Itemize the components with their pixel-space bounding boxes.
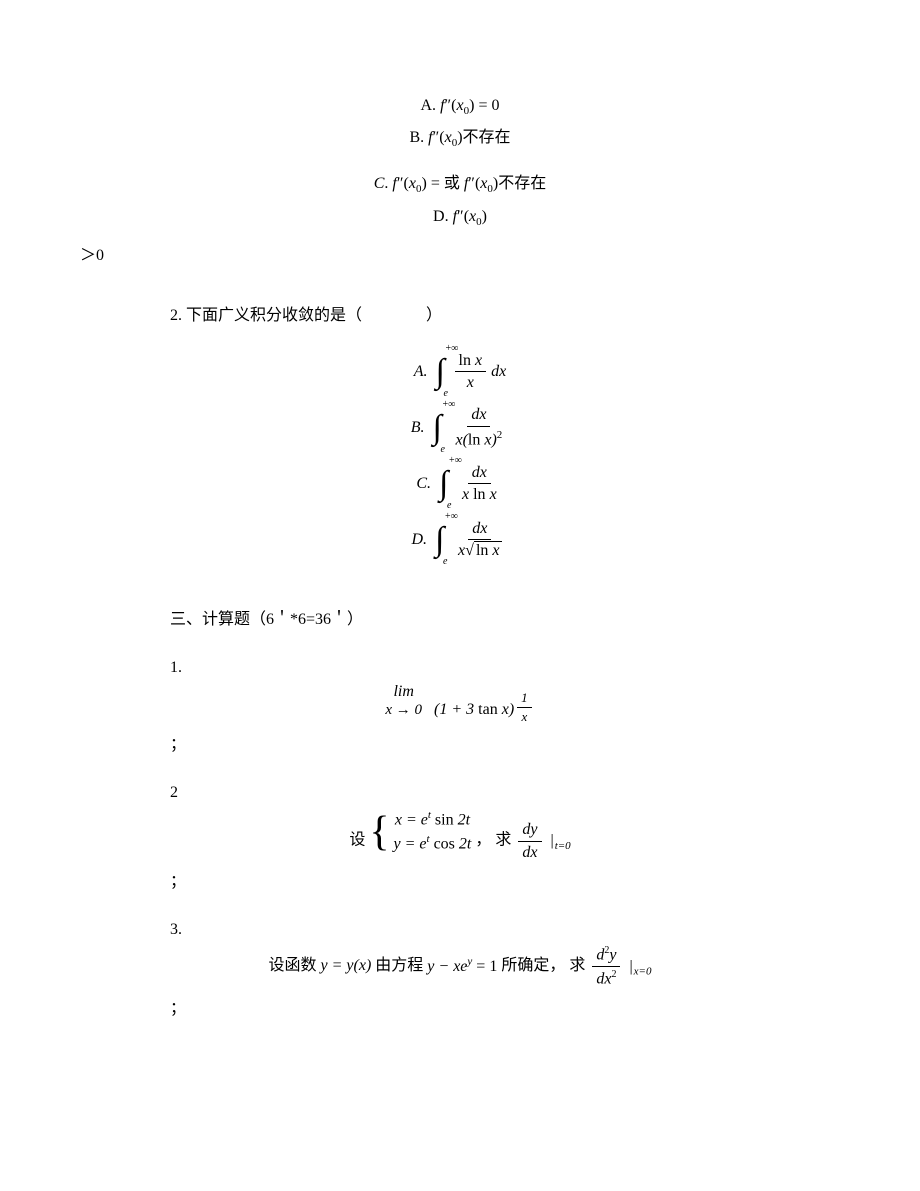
calc3-mid: 由方程 xyxy=(375,958,423,975)
q1-option-d: D. f″(x0) xyxy=(80,201,840,233)
calc2-semicolon: ； xyxy=(170,867,840,891)
calc3-eq1: y = y(x) xyxy=(321,958,372,975)
calc3-qiu: 求 xyxy=(569,958,585,975)
calc2-sub: t=0 xyxy=(555,840,571,852)
calc3-derivative: d2y dx2 xyxy=(592,945,620,988)
q2-a-dx: dx xyxy=(491,363,506,381)
limit-block: lim x → 0 xyxy=(385,683,422,719)
calc2-prefix: 设 xyxy=(349,832,365,849)
calc3-eq2: y − xey = 1 xyxy=(427,958,497,975)
calc2-number: 2 xyxy=(170,784,840,802)
integral-icon: ∫ +∞ e xyxy=(435,517,449,563)
calc2-math: 设 { x = et sin 2t y = et cos 2t ， 求 dy d… xyxy=(80,808,840,861)
integral-icon: ∫ +∞ e xyxy=(439,461,453,507)
q2-option-c: C. ∫ +∞ e dx x ln x xyxy=(80,461,840,507)
q2-options-block: A. ∫ +∞ e ln x x dx B. ∫ +∞ e dx x(ln x)… xyxy=(80,349,840,563)
integral-icon: ∫ +∞ e xyxy=(432,405,446,451)
q2-c-fraction: dx x ln x xyxy=(458,464,501,504)
q2-option-a: A. ∫ +∞ e ln x x dx xyxy=(80,349,840,395)
calc3-bar: | xyxy=(629,958,632,976)
q1-gt-zero: ＞0 xyxy=(80,241,840,265)
calc3-math: 设函数 y = y(x) 由方程 y − xey = 1 所确定， 求 d2y … xyxy=(80,945,840,988)
q2-option-b: B. ∫ +∞ e dx x(ln x)2 xyxy=(80,405,840,451)
q2-b-label: B. xyxy=(411,419,425,437)
section3-title: 三、计算题（6＇*6=36＇） xyxy=(170,605,840,629)
calc1-math: lim x → 0 (1 + 3 tan x) 1 x xyxy=(80,683,840,725)
integral-icon: ∫ +∞ e xyxy=(436,349,450,395)
page: A. f″(x0) = 0 B. f″(x0)不存在 C. f″(x0) = 或… xyxy=(0,0,920,1058)
q2-d-label: D. xyxy=(411,531,427,549)
calc1-semicolon: ； xyxy=(170,730,840,754)
q2-d-fraction: dx x√ln x xyxy=(454,520,505,560)
calc3-sub: x=0 xyxy=(634,966,652,978)
calc2-bar: | xyxy=(551,832,554,850)
calc3-number: 3. xyxy=(170,921,840,939)
calc1-number: 1. xyxy=(170,659,840,677)
calc1-exponent: 1 x xyxy=(517,691,532,725)
calc2-system: { x = et sin 2t y = et cos 2t xyxy=(369,808,471,855)
calc3-prefix: 设函数 xyxy=(269,958,317,975)
calc2-qiu: 求 xyxy=(495,832,511,849)
q1-option-a: A. f″(x0) = 0 xyxy=(80,90,840,122)
calc1-base: (1 + 3 tan x) xyxy=(434,701,514,718)
q1-options-block: A. f″(x0) = 0 B. f″(x0)不存在 C. f″(x0) = 或… xyxy=(80,90,840,233)
q1-option-b: B. f″(x0)不存在 xyxy=(80,122,840,154)
q2-a-fraction: ln x x xyxy=(455,352,487,392)
q1-option-c: C. f″(x0) = 或 f″(x0)不存在 xyxy=(80,168,840,200)
calc2-derivative: dy dx xyxy=(518,821,541,861)
q2-stem: 2. 下面广义积分收敛的是（ ） xyxy=(170,301,840,325)
q2-a-label: A. xyxy=(414,363,428,381)
q2-b-fraction: dx x(ln x)2 xyxy=(451,406,506,449)
calc2-comma: ， xyxy=(475,832,491,849)
q2-option-d: D. ∫ +∞ e dx x√ln x xyxy=(80,517,840,563)
q2-c-label: C. xyxy=(416,475,431,493)
calc3-suffix: 所确定， xyxy=(501,958,565,975)
calc2-line2: y = et cos 2t xyxy=(394,832,472,856)
calc3-semicolon: ； xyxy=(170,994,840,1018)
calc2-line1: x = et sin 2t xyxy=(394,808,472,832)
